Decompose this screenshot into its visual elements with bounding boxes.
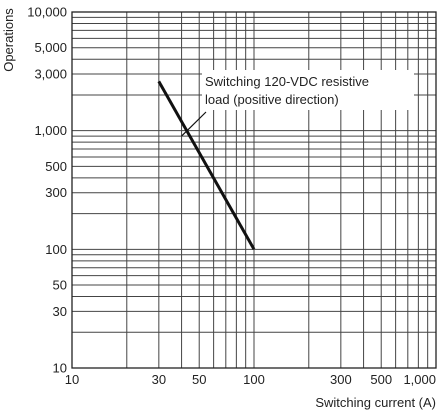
y-tick-label: 10 <box>53 361 67 376</box>
y-tick-label: 50 <box>53 278 67 293</box>
grid <box>71 11 437 369</box>
x-tick-label: 100 <box>243 372 265 387</box>
x-tick-label: 10 <box>65 372 79 387</box>
annotation-leader <box>181 111 207 137</box>
annotation-line-1: Switching 120-VDC resistive <box>205 74 369 89</box>
annotation-box <box>202 70 414 110</box>
series-line <box>157 80 256 251</box>
x-tick-label: 30 <box>152 372 166 387</box>
tick-labels: 10 30 50 100 300 500 1,000 3,000 5,000 10,000 10 30… <box>27 5 436 388</box>
y-tick-label: 300 <box>45 185 67 200</box>
annotation: Switching 120-VDC resistive load (positi… <box>181 70 414 137</box>
y-axis-label: Operations <box>1 8 16 72</box>
y-tick-label: 5,000 <box>34 40 67 55</box>
x-tick-label: 500 <box>370 372 392 387</box>
y-tick-label: 30 <box>53 304 67 319</box>
series <box>157 80 256 251</box>
annotation-line-2: load (positive direction) <box>205 92 339 107</box>
y-tick-label: 100 <box>45 242 67 257</box>
x-tick-label: 50 <box>192 372 206 387</box>
x-tick-label: 300 <box>330 372 352 387</box>
plot-frame <box>71 11 437 369</box>
y-tick-label: 1,000 <box>34 123 67 138</box>
y-tick-label: 10,000 <box>27 5 67 20</box>
x-axis-label: Switching current (A) <box>315 395 436 410</box>
y-tick-label: 500 <box>45 159 67 174</box>
y-tick-label: 3,000 <box>34 67 67 82</box>
x-tick-label: 1,000 <box>403 372 436 387</box>
